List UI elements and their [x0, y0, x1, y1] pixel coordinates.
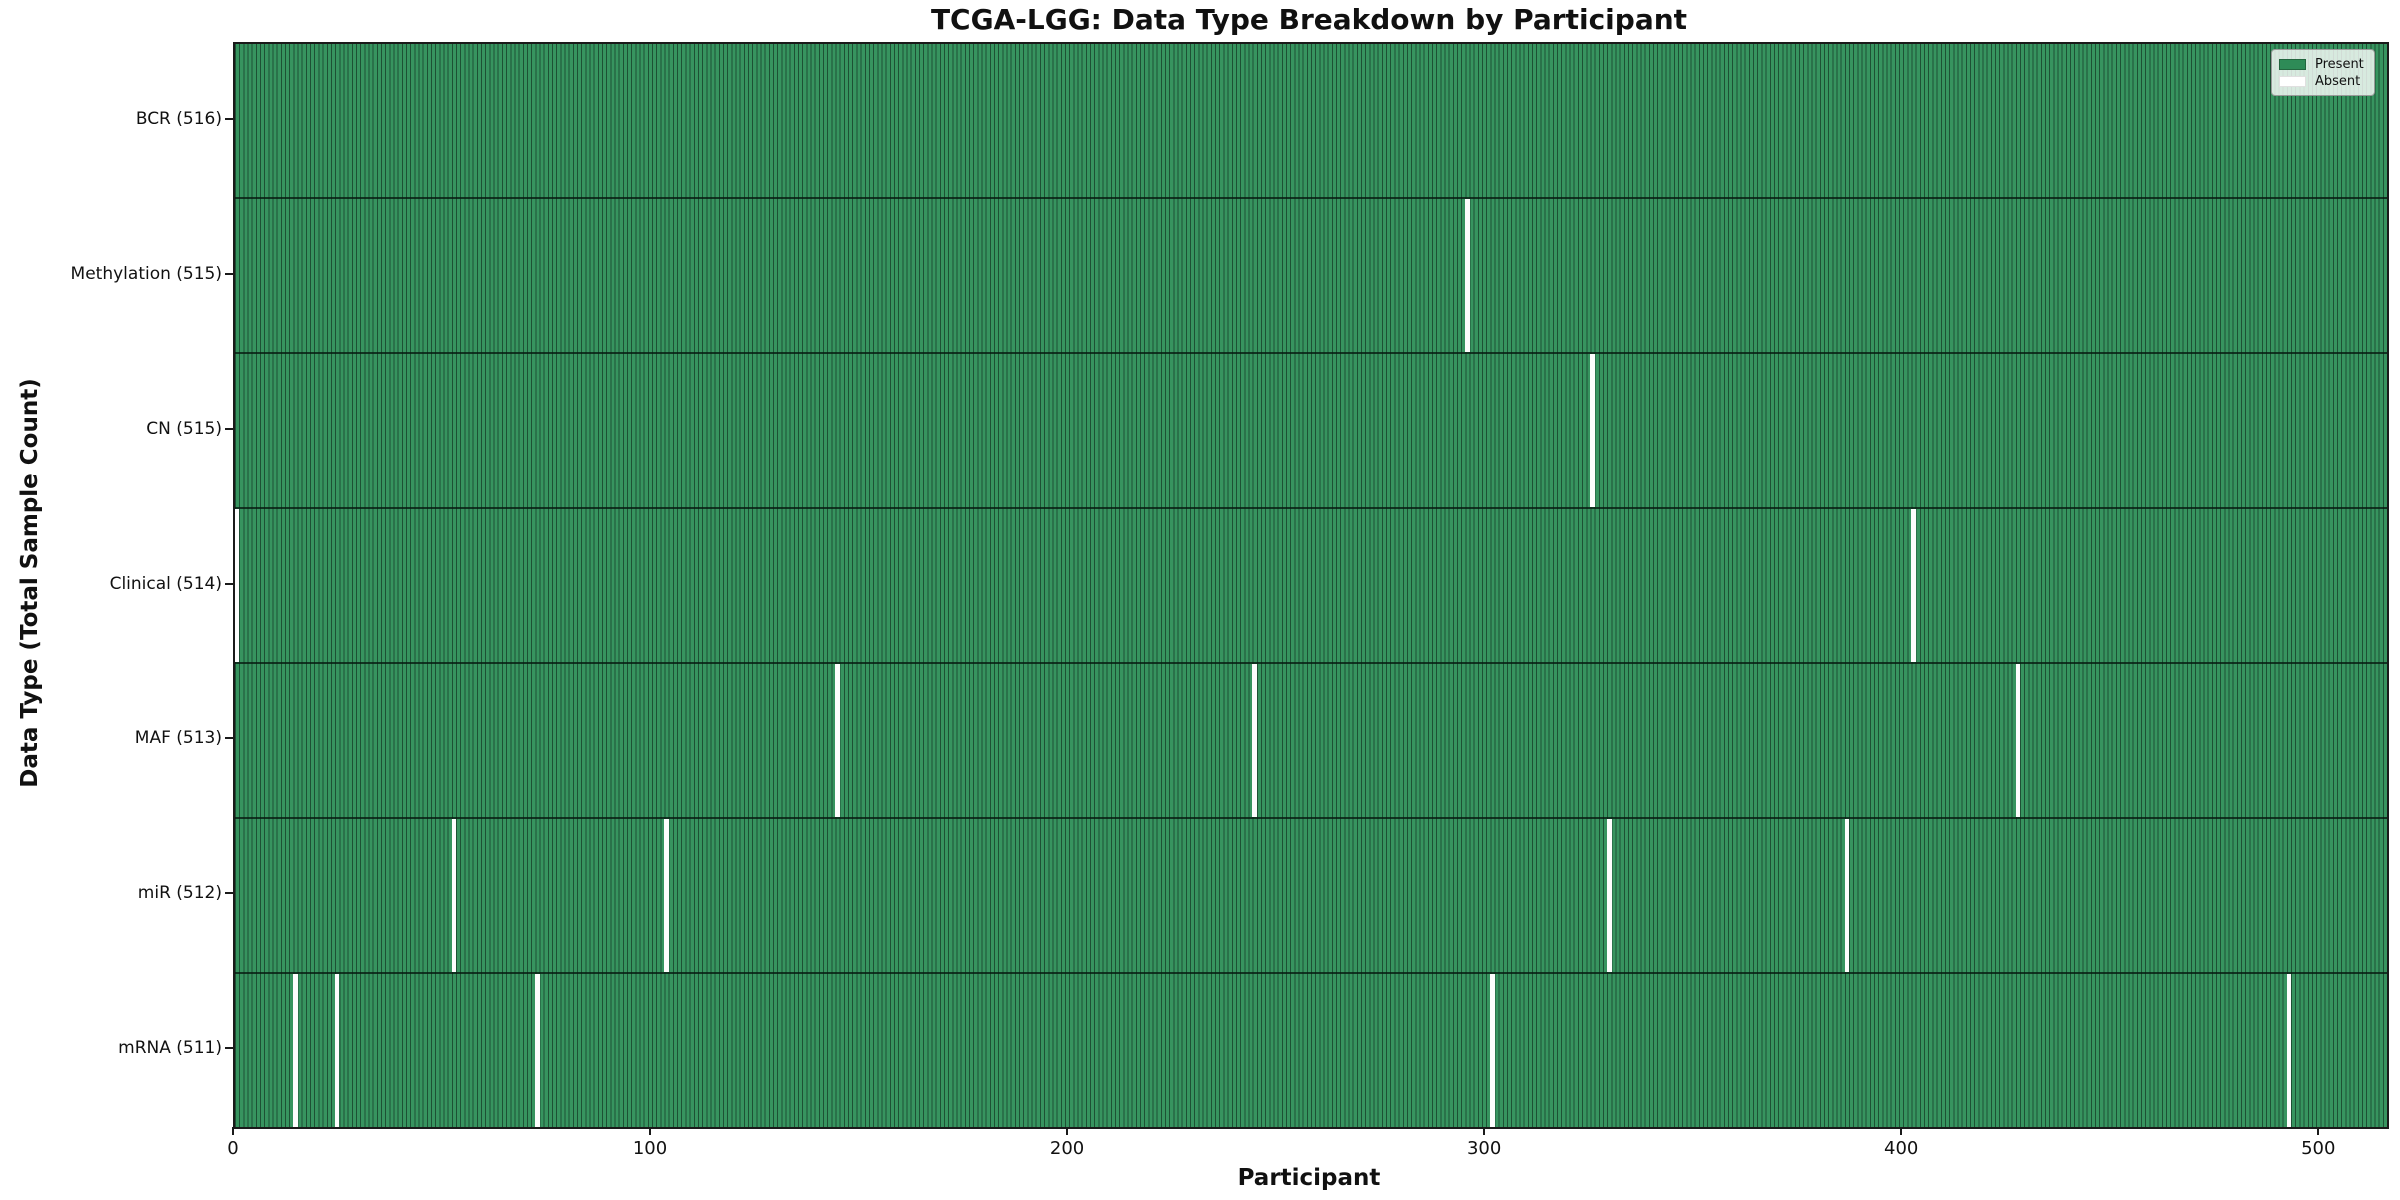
plot-area [233, 42, 2389, 1129]
y-tick-mark [225, 273, 233, 276]
datatype-row-cn [235, 354, 2387, 509]
y-tick-mark [225, 891, 233, 894]
datatype-row-bcr [235, 44, 2387, 199]
legend-entry-present: Present [2279, 58, 2367, 71]
x-tick-mark [232, 1127, 234, 1135]
datatype-row-mir [235, 819, 2387, 974]
absent-gap [293, 974, 298, 1127]
x-tick-label: 0 [227, 1138, 239, 1159]
x-tick-mark [649, 1127, 652, 1135]
x-tick-mark [1900, 1127, 1903, 1135]
absent-gap [334, 974, 340, 1127]
x-tick-label: 500 [2301, 1138, 2336, 1159]
absent-gap [451, 819, 457, 972]
x-tick-mark [2317, 1127, 2320, 1135]
absent-gap [2286, 974, 2292, 1127]
absent-gap [2015, 664, 2021, 817]
legend-entry-absent: Absent [2279, 75, 2367, 88]
legend-label: Absent [2315, 73, 2361, 89]
datatype-row-clinical [234, 509, 2387, 664]
y-tick-label-cn: CN (515) [146, 418, 222, 439]
chart-title: TCGA-LGG: Data Type Breakdown by Partici… [930, 3, 1688, 36]
datatype-row-methylation [235, 199, 2387, 354]
absent-gap [234, 509, 240, 662]
y-tick-mark [225, 118, 233, 121]
absent-gap [1590, 354, 1595, 507]
datatype-row-maf [235, 664, 2387, 819]
x-axis-label: Participant [1237, 1165, 1381, 1191]
y-tick-label-bcr: BCR (516) [135, 109, 222, 130]
datatype-row-mrna [235, 974, 2387, 1127]
y-tick-mark [225, 582, 233, 585]
absent-gap [835, 664, 840, 817]
absent-gap [1252, 664, 1257, 817]
y-tick-mark [225, 1046, 233, 1049]
y-tick-label-mir: miR (512) [137, 882, 222, 903]
legend: Present Absent [2271, 49, 2375, 96]
absent-gap [1844, 819, 1850, 972]
absent-gap [1911, 509, 1916, 662]
x-tick-mark [1483, 1127, 1486, 1135]
x-tick-label: 100 [632, 1138, 668, 1159]
absent-gap [1490, 974, 1495, 1127]
absent-gap [664, 819, 669, 972]
y-tick-label-methylation: Methylation (515) [70, 264, 222, 285]
legend-label: Present [2315, 56, 2364, 72]
absent-gap [1606, 819, 1612, 972]
legend-swatch-present [2279, 58, 2306, 70]
x-tick-label: 400 [1884, 1138, 1919, 1159]
y-tick-label-clinical: Clinical (514) [109, 573, 222, 594]
absent-gap [1465, 199, 1470, 352]
y-tick-label-mrna: mRNA (511) [118, 1037, 222, 1058]
y-axis-label: Data Type (Total Sample Count) [17, 378, 43, 788]
x-tick-label: 300 [1466, 1138, 1502, 1159]
y-tick-label-maf: MAF (513) [134, 728, 222, 749]
y-tick-mark [225, 427, 233, 430]
y-tick-mark [225, 737, 233, 740]
x-tick-mark [1066, 1127, 1069, 1135]
legend-swatch-absent [2279, 75, 2306, 87]
absent-gap [535, 974, 540, 1127]
x-tick-label: 200 [1049, 1138, 1085, 1159]
